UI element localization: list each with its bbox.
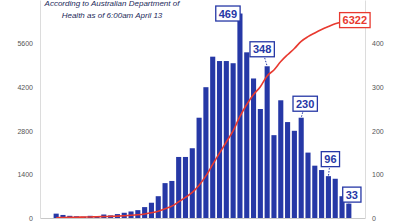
bar xyxy=(217,61,222,218)
y-axis-tick: 1400 xyxy=(17,171,40,178)
y2-axis-tick-label: 300 xyxy=(372,84,384,91)
annotation-label: 469 xyxy=(219,8,237,20)
y2-axis: 0 100 200 300 400 xyxy=(365,1,384,222)
annotation-label: 33 xyxy=(346,189,358,201)
bar xyxy=(305,153,310,218)
chart-container: 0 1400 2800 4200 5600 0 100 200 300 400 According … xyxy=(0,0,396,223)
annotation-box xyxy=(293,96,317,111)
bar xyxy=(169,181,174,218)
bar xyxy=(190,148,195,218)
annotation: 230 xyxy=(293,96,317,118)
bar xyxy=(163,183,168,218)
bar xyxy=(183,157,188,218)
y-axis-tick-label: 2800 xyxy=(17,128,33,135)
annotation-label: 348 xyxy=(253,43,271,55)
y2-axis-tick: 100 xyxy=(365,171,384,178)
y2-axis-tick: 0 xyxy=(365,215,376,222)
bar-series xyxy=(54,14,352,218)
y2-axis-tick-label: 400 xyxy=(372,40,384,47)
bar xyxy=(292,131,297,218)
x-axis-line xyxy=(41,218,366,219)
bar xyxy=(299,118,304,218)
y-axis-tick-label: 1400 xyxy=(17,171,33,178)
bar xyxy=(156,196,161,218)
bar xyxy=(251,78,256,218)
bar xyxy=(258,109,263,218)
y2-axis-tick-label: 200 xyxy=(372,128,384,135)
bar xyxy=(271,135,276,218)
y2-axis-tick-label: 0 xyxy=(372,215,376,222)
bar xyxy=(285,122,290,218)
bar xyxy=(265,66,270,218)
y-axis-tick: 2800 xyxy=(17,128,40,135)
annotation-box xyxy=(343,187,361,202)
annotation-box xyxy=(216,6,240,21)
bar xyxy=(278,100,283,218)
bar xyxy=(244,52,249,218)
y2-axis-tick: 400 xyxy=(365,40,384,47)
title: According to Australian Department ofHea… xyxy=(44,0,181,20)
line xyxy=(56,21,349,218)
y2-axis-tick: 200 xyxy=(365,128,384,135)
y2-axis-tick-label: 100 xyxy=(372,171,384,178)
bar xyxy=(326,176,331,218)
annotation: 469 xyxy=(216,6,240,21)
annotation: 96 xyxy=(321,152,339,177)
annotation: 6322 xyxy=(340,13,370,28)
y2-axis-line xyxy=(365,1,366,219)
y-axis: 0 1400 2800 4200 5600 xyxy=(17,1,40,222)
bar xyxy=(312,166,317,218)
plot-area xyxy=(54,14,352,218)
y-axis-tick: 5600 xyxy=(17,40,40,47)
bar xyxy=(197,118,202,218)
annotation: 33 xyxy=(343,187,361,204)
bar xyxy=(319,170,324,218)
annotation-box xyxy=(250,42,274,57)
y-axis-line xyxy=(40,1,41,219)
annotations: 469 348 230 96 33 6322 xyxy=(216,6,370,204)
y-axis-tick: 0 xyxy=(29,215,40,222)
bar xyxy=(333,179,338,218)
bar xyxy=(142,207,147,218)
bar xyxy=(231,63,236,218)
x-axis xyxy=(41,218,366,219)
y-axis-tick-label: 0 xyxy=(29,215,33,222)
y-axis-tick: 4200 xyxy=(17,84,40,91)
annotation-label: 96 xyxy=(324,153,336,165)
annotation-box xyxy=(321,152,339,167)
y-axis-tick-label: 4200 xyxy=(17,84,33,91)
annotation-label: 6322 xyxy=(343,14,367,26)
bar xyxy=(346,204,351,218)
y-axis-tick-label: 5600 xyxy=(17,40,33,47)
annotation-box xyxy=(340,13,370,28)
y2-axis-tick: 300 xyxy=(365,84,384,91)
bar xyxy=(176,157,181,218)
bar xyxy=(210,57,215,218)
annotation-label: 230 xyxy=(296,98,314,110)
chart-svg: 0 1400 2800 4200 5600 0 100 200 300 400 According … xyxy=(0,0,396,223)
annotation: 348 xyxy=(250,42,274,67)
bar xyxy=(203,87,208,218)
bar xyxy=(149,203,154,218)
